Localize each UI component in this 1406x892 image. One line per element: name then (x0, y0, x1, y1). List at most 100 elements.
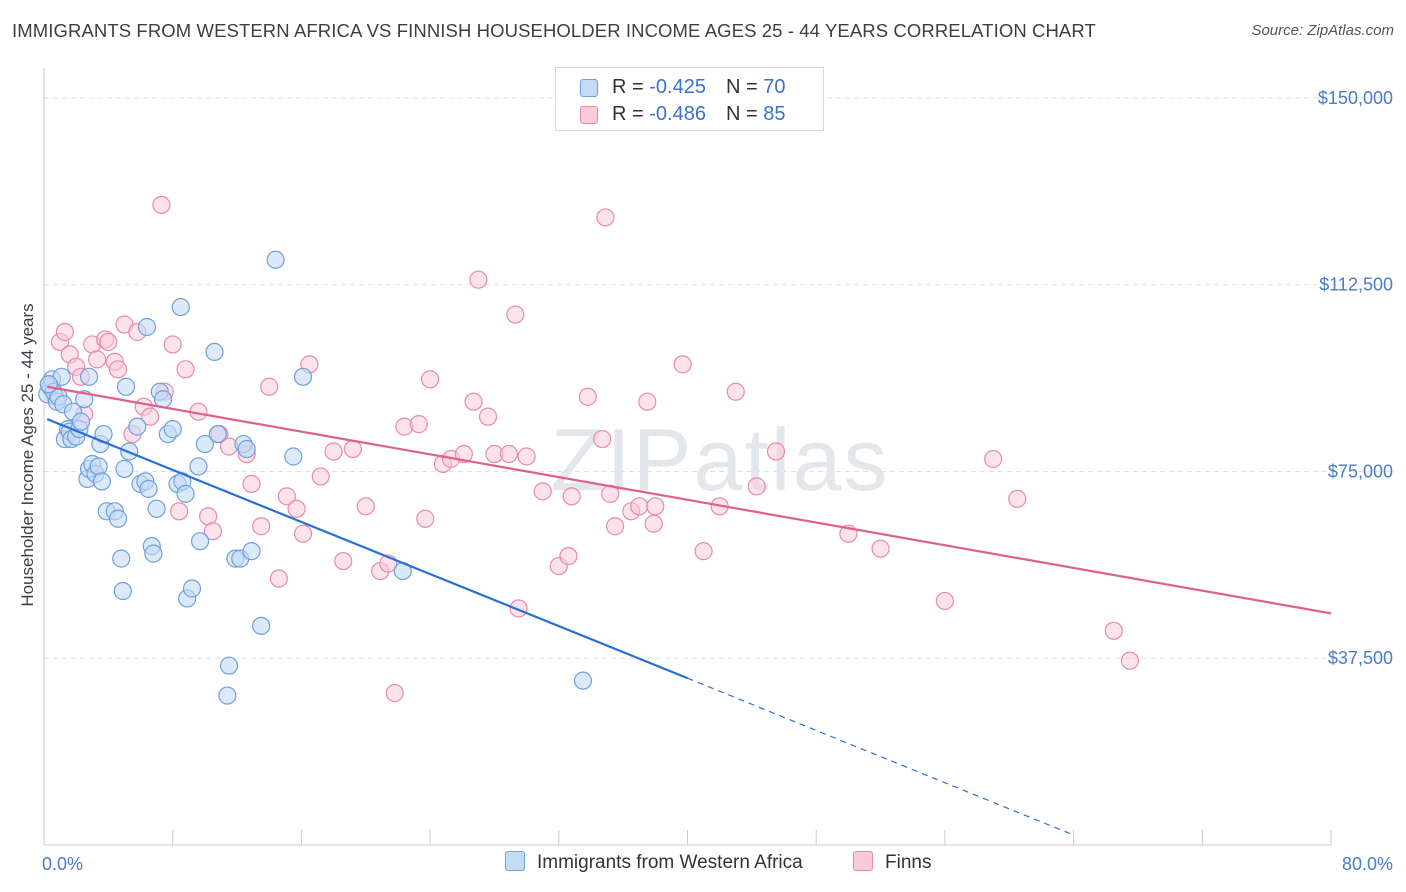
x-tick-label-min: 0.0% (42, 854, 83, 874)
finns-point (108, 360, 128, 379)
series-legend-western-africa: Immigrants from Western Africa (505, 850, 803, 874)
finns-point (747, 477, 766, 496)
western-africa-point (113, 581, 132, 601)
finns-point (469, 270, 488, 289)
finns-point (935, 591, 955, 611)
western-africa-point (108, 509, 128, 528)
finns-point (464, 392, 483, 411)
western-africa-point (147, 499, 166, 518)
finns-point (385, 683, 404, 703)
western-africa-point (137, 317, 157, 337)
legend-r-value: -0.425 (649, 76, 706, 98)
finns-point (343, 439, 362, 459)
western-africa-trend-line (46, 418, 688, 680)
finns-point (593, 429, 612, 449)
western-africa-point (144, 544, 163, 563)
finns-point (176, 360, 195, 379)
finns-point (356, 497, 375, 516)
western-africa-point (176, 484, 195, 503)
western-africa-points (38, 250, 593, 705)
western-africa-point (208, 424, 227, 444)
western-africa-point (195, 434, 214, 454)
western-africa-point (284, 447, 303, 466)
finns-point (673, 355, 692, 374)
legend-n-label: N = (725, 76, 764, 98)
western-africa-point (182, 579, 202, 598)
legend-n-label: N = (725, 103, 764, 125)
legend-r-value: -0.486 (649, 103, 706, 125)
legend-r-label: R = (612, 76, 650, 98)
finns-point (55, 322, 75, 342)
western-africa-point (573, 671, 593, 690)
y-tick-label: $150,000 (1318, 88, 1393, 108)
series-swatch-pink (853, 850, 873, 871)
finns-point (260, 377, 279, 396)
grid-lines (44, 97, 1395, 659)
series-legend: Immigrants from Western Africa Finns (0, 850, 1406, 878)
western-africa-point (39, 375, 58, 394)
western-africa-point (71, 412, 91, 431)
western-africa-point (115, 459, 134, 479)
finns-point (606, 517, 625, 536)
finns-point (311, 467, 330, 486)
western-africa-point (189, 457, 208, 476)
western-africa-point (293, 367, 313, 386)
series-legend-finns: Finns (853, 850, 931, 874)
finns-point (562, 487, 581, 506)
finns-point (506, 305, 525, 324)
finns-point (324, 442, 343, 461)
western-africa-point (205, 342, 224, 362)
finns-point (99, 332, 118, 352)
finns-point (638, 392, 657, 411)
western-africa-point (112, 549, 131, 568)
western-africa-point (79, 367, 99, 386)
y-axis-label: Householder Income Ages 25 - 44 years (18, 303, 37, 606)
finns-point (152, 195, 171, 215)
finns-point (421, 370, 440, 389)
finns-point (87, 350, 107, 369)
finns-point (478, 407, 498, 426)
chart-source: Source: ZipAtlas.com (1251, 22, 1394, 39)
western-africa-point (139, 479, 158, 498)
finns-point (646, 497, 665, 516)
western-africa-point (218, 686, 237, 705)
finns-point (499, 444, 519, 464)
western-africa-point (128, 417, 147, 436)
western-africa-point (252, 616, 271, 635)
finns-point (416, 509, 435, 528)
finns-point (559, 547, 578, 566)
western-africa-point (242, 542, 261, 561)
finns-point (694, 542, 713, 561)
finns-point (578, 387, 597, 406)
legend-r-label: R = (612, 103, 650, 125)
y-tick-label: $112,500 (1319, 275, 1393, 295)
finns-point (163, 335, 182, 354)
series-label-western-africa: Immigrants from Western Africa (537, 852, 803, 873)
finns-point (242, 474, 261, 493)
finns-point (630, 497, 649, 516)
western-africa-trend-extension (687, 677, 1074, 836)
chart-title: IMMIGRANTS FROM WESTERN AFRICA VS FINNIS… (12, 20, 1096, 41)
legend-n-value: 70 (763, 76, 786, 98)
finns-point (293, 524, 313, 543)
finns-point (533, 482, 552, 501)
y-tick-labels: $37,500 $75,000 $112,500 $150,000 (1318, 88, 1393, 668)
western-africa-point (266, 250, 285, 269)
finns-point (517, 447, 536, 466)
finns-point (644, 514, 663, 533)
finns-point (726, 382, 745, 401)
finns-point (984, 449, 1003, 469)
finns-points (39, 195, 1140, 703)
y-tick-label: $37,500 (1328, 648, 1393, 668)
finns-point (1120, 651, 1140, 670)
finns-point (252, 517, 271, 536)
finns-trend-line (47, 385, 1332, 615)
western-africa-point (89, 457, 108, 476)
legend-row-finns: R = -0.486 N = 85 (580, 103, 785, 127)
finns-point (141, 407, 160, 426)
correlation-legend: R = -0.425 N = 70 R = -0.486 N = 85 (555, 67, 824, 131)
finns-point (596, 208, 615, 227)
legend-n-value: 85 (763, 103, 786, 125)
western-africa-point (163, 420, 182, 439)
